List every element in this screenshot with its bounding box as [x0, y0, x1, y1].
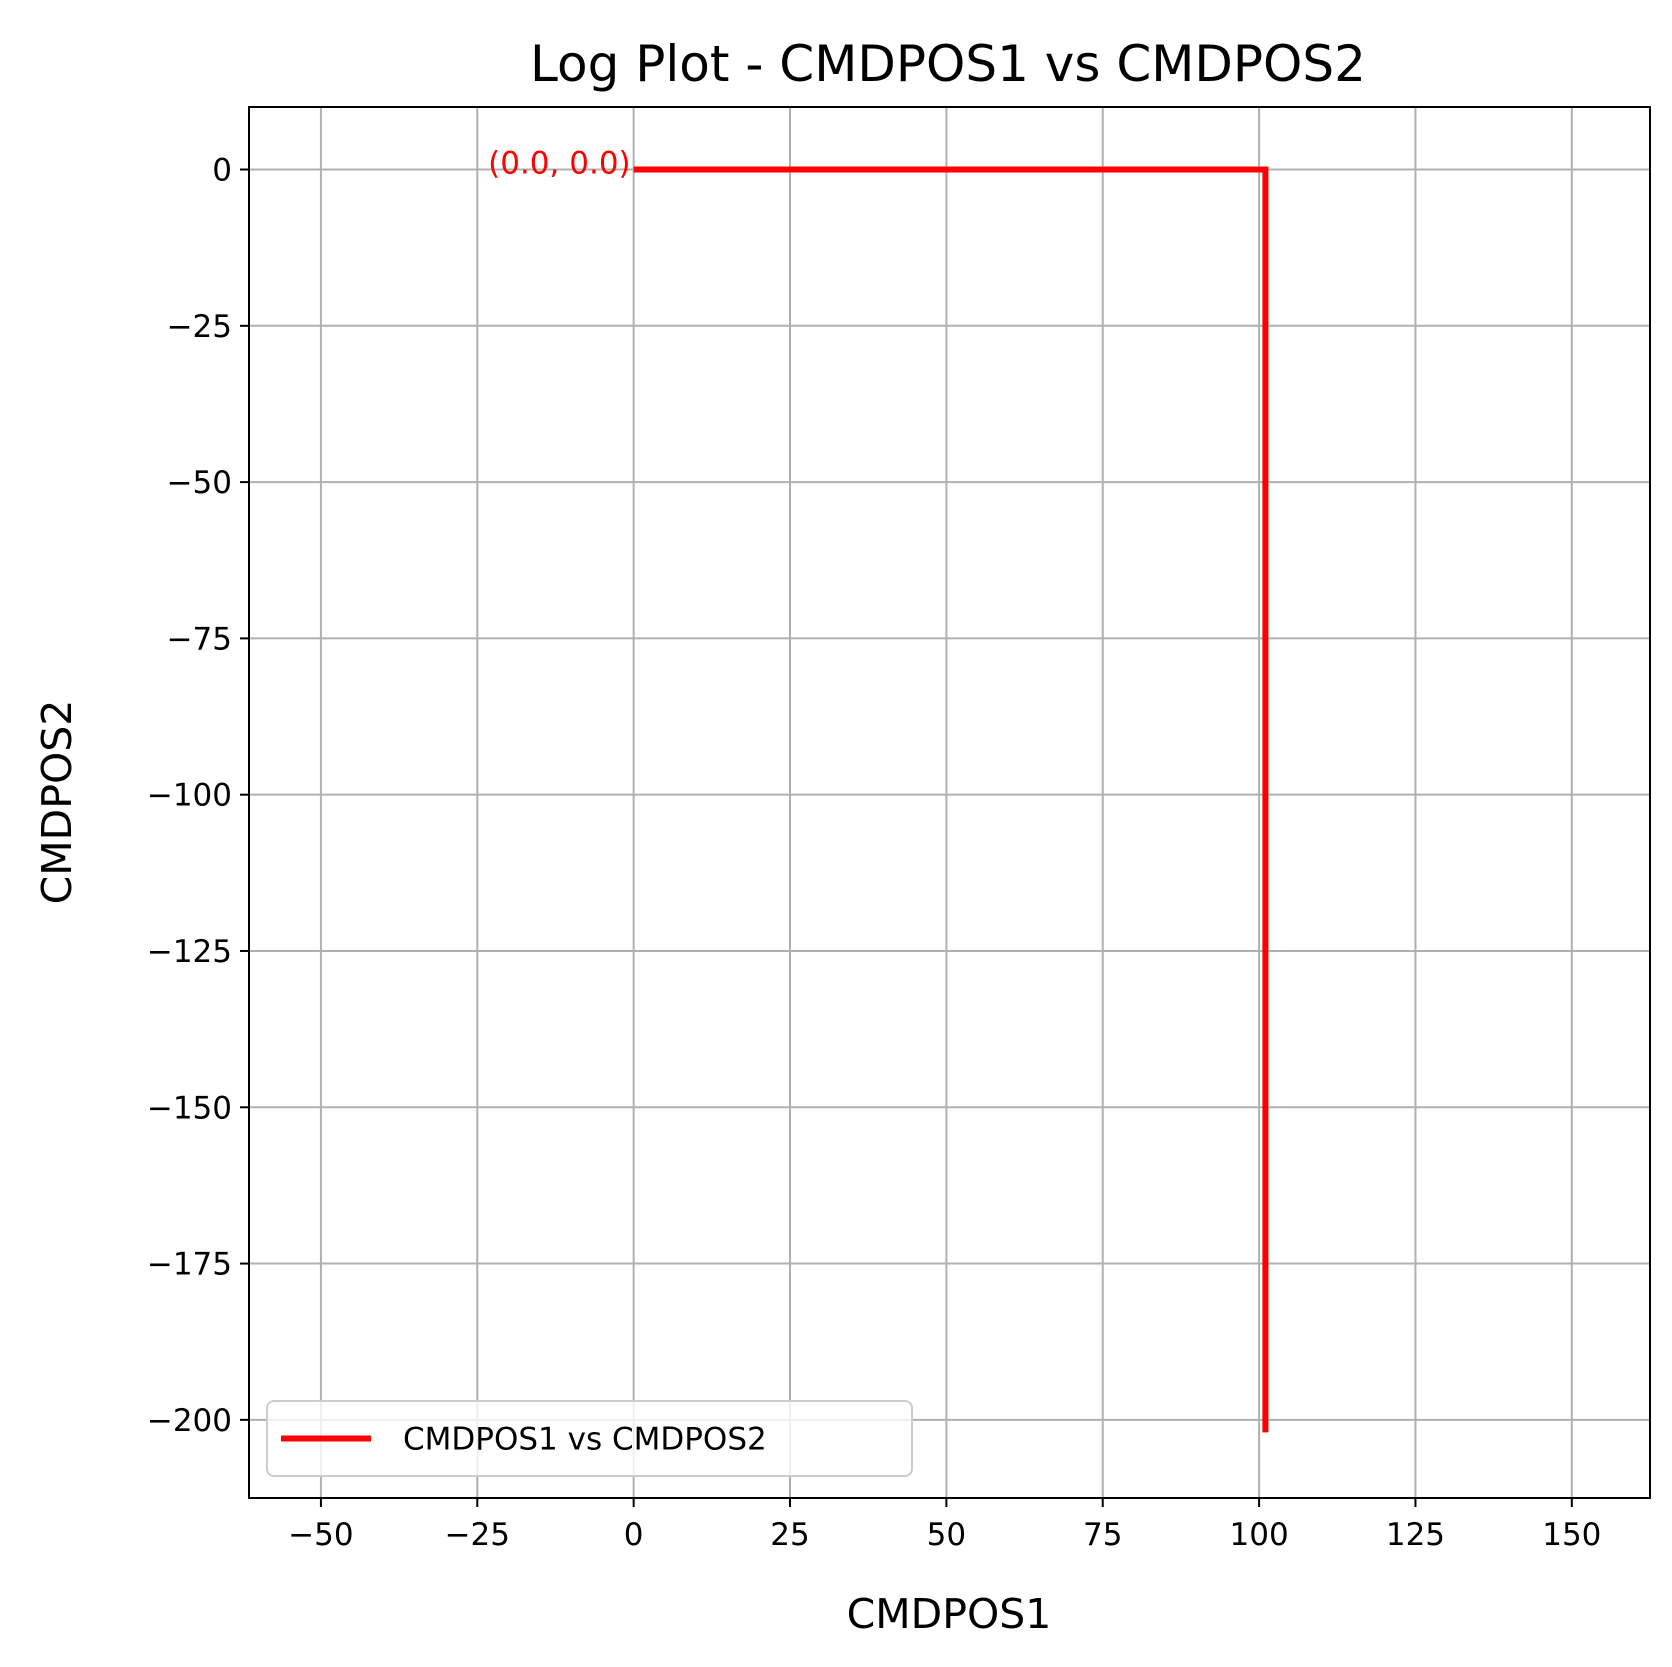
y-tick-label: −150	[147, 1090, 232, 1126]
y-axis-label: CMDPOS2	[33, 700, 81, 905]
x-tick-label: 125	[1386, 1517, 1445, 1553]
y-tick-label: −50	[167, 465, 232, 501]
y-tick-label: −125	[147, 934, 232, 970]
x-axis-label: CMDPOS1	[847, 1590, 1052, 1638]
y-tick-label: 0	[212, 153, 232, 189]
chart-title: Log Plot - CMDPOS1 vs CMDPOS2	[530, 35, 1366, 93]
legend-label: CMDPOS1 vs CMDPOS2	[403, 1422, 767, 1458]
x-tick-label: 0	[624, 1517, 644, 1553]
point-annotation: (0.0, 0.0)	[488, 146, 631, 182]
x-tick-label: 75	[1083, 1517, 1122, 1553]
y-tick-label: −100	[147, 778, 232, 814]
x-tick-label: 150	[1542, 1517, 1601, 1553]
series-line	[633, 166, 1269, 1433]
y-tick-label: −200	[147, 1403, 232, 1439]
axes-frame	[248, 106, 1651, 1499]
x-tick-label: 50	[927, 1517, 966, 1553]
x-tick-label: 100	[1230, 1517, 1289, 1553]
y-tick-label: −175	[147, 1247, 232, 1283]
x-tick-label: −25	[445, 1517, 510, 1553]
x-tick-label: −50	[288, 1517, 353, 1553]
y-tick-label: −25	[167, 309, 232, 345]
y-tick-label: −75	[167, 621, 232, 657]
x-tick-label: 25	[770, 1517, 809, 1553]
legend-box	[266, 1400, 913, 1477]
